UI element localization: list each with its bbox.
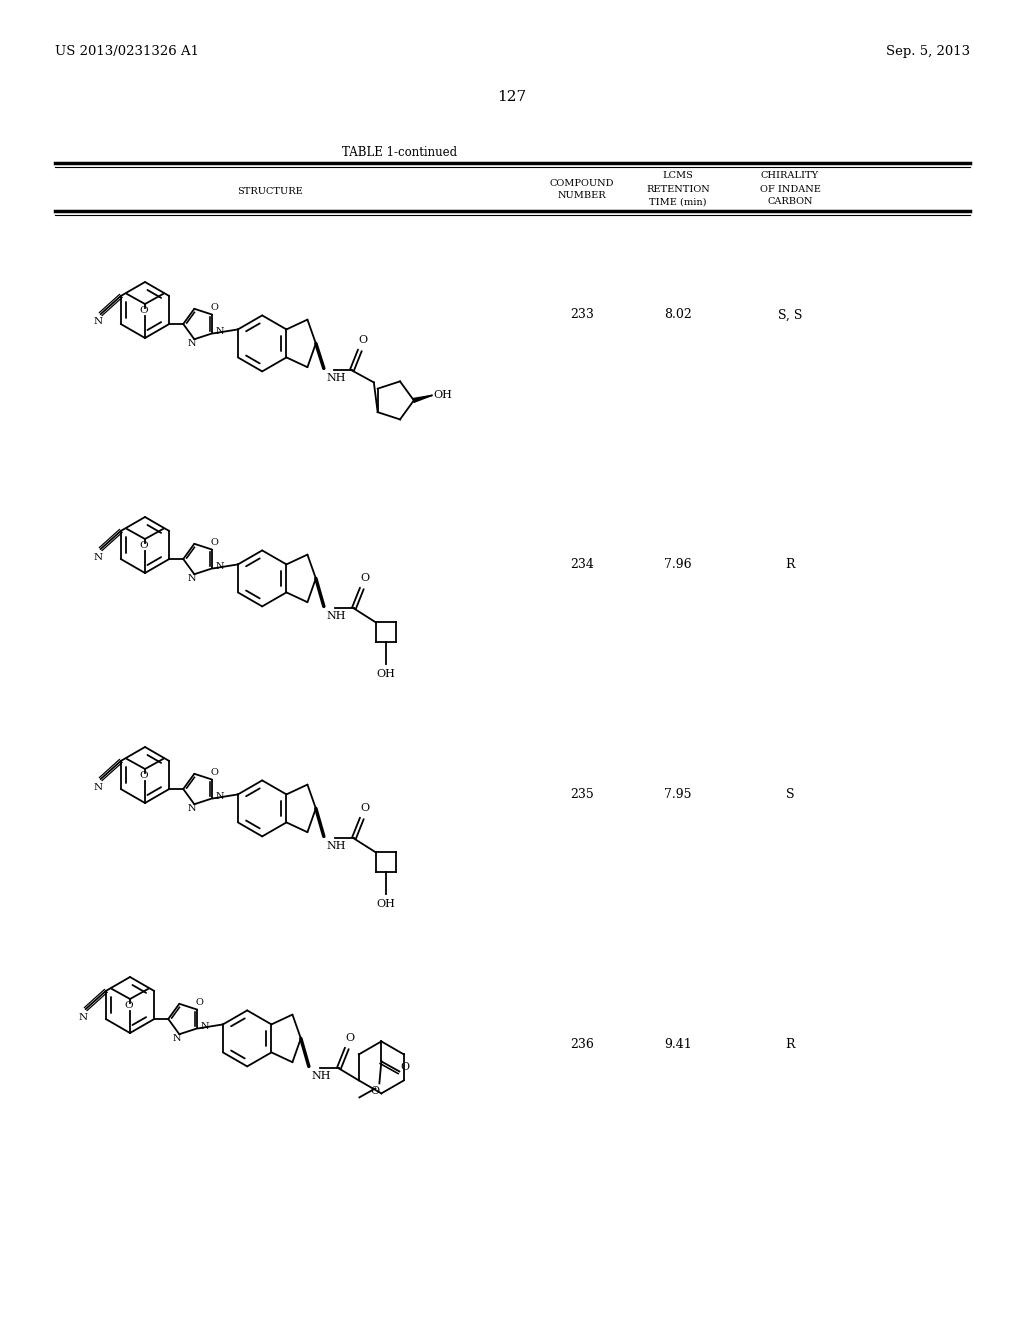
Text: US 2013/0231326 A1: US 2013/0231326 A1 xyxy=(55,45,199,58)
Text: TABLE 1-continued: TABLE 1-continued xyxy=(342,145,458,158)
Text: 236: 236 xyxy=(570,1039,594,1052)
Text: R: R xyxy=(785,1039,795,1052)
Text: O: O xyxy=(139,541,148,550)
Text: NUMBER: NUMBER xyxy=(558,191,606,201)
Text: 7.96: 7.96 xyxy=(665,558,692,572)
Text: CARBON: CARBON xyxy=(767,198,813,206)
Text: N: N xyxy=(216,562,224,572)
Text: RETENTION: RETENTION xyxy=(646,185,710,194)
Text: N: N xyxy=(201,1022,210,1031)
Text: O: O xyxy=(210,539,218,546)
Text: OH: OH xyxy=(377,899,395,909)
Text: COMPOUND: COMPOUND xyxy=(550,178,614,187)
Text: NH: NH xyxy=(327,611,346,622)
Text: N: N xyxy=(78,1012,87,1022)
Text: 7.95: 7.95 xyxy=(665,788,692,801)
Text: 233: 233 xyxy=(570,309,594,322)
Text: 8.02: 8.02 xyxy=(665,309,692,322)
Text: S, S: S, S xyxy=(778,309,802,322)
Text: N: N xyxy=(188,804,197,813)
Text: 234: 234 xyxy=(570,558,594,572)
Text: R: R xyxy=(785,558,795,572)
Text: Sep. 5, 2013: Sep. 5, 2013 xyxy=(886,45,970,58)
Text: O: O xyxy=(400,1063,410,1072)
Polygon shape xyxy=(414,396,432,403)
Text: OH: OH xyxy=(434,391,453,400)
Text: N: N xyxy=(93,783,102,792)
Text: N: N xyxy=(173,1034,181,1043)
Text: O: O xyxy=(345,1034,354,1043)
Text: N: N xyxy=(93,553,102,561)
Text: O: O xyxy=(196,998,203,1007)
Text: O: O xyxy=(210,768,218,777)
Text: TIME (min): TIME (min) xyxy=(649,198,707,206)
Text: NH: NH xyxy=(327,374,346,383)
Text: O: O xyxy=(139,771,148,780)
Text: 127: 127 xyxy=(498,90,526,104)
Text: OH: OH xyxy=(377,669,395,680)
Text: NH: NH xyxy=(312,1072,332,1081)
Text: O: O xyxy=(125,1001,133,1010)
Text: N: N xyxy=(93,318,102,326)
Text: N: N xyxy=(216,327,224,335)
Text: STRUCTURE: STRUCTURE xyxy=(238,187,303,197)
Text: O: O xyxy=(360,573,370,583)
Text: CHIRALITY: CHIRALITY xyxy=(761,172,819,181)
Text: N: N xyxy=(188,574,197,582)
Text: N: N xyxy=(188,339,197,347)
Text: LCMS: LCMS xyxy=(663,172,693,181)
Text: 235: 235 xyxy=(570,788,594,801)
Text: O: O xyxy=(360,804,370,813)
Text: O: O xyxy=(139,306,148,315)
Text: O: O xyxy=(371,1086,380,1097)
Text: S: S xyxy=(785,788,795,801)
Text: 9.41: 9.41 xyxy=(665,1039,692,1052)
Text: OF INDANE: OF INDANE xyxy=(760,185,820,194)
Text: O: O xyxy=(210,304,218,312)
Text: NH: NH xyxy=(327,841,346,851)
Text: N: N xyxy=(216,792,224,801)
Text: O: O xyxy=(358,335,368,346)
